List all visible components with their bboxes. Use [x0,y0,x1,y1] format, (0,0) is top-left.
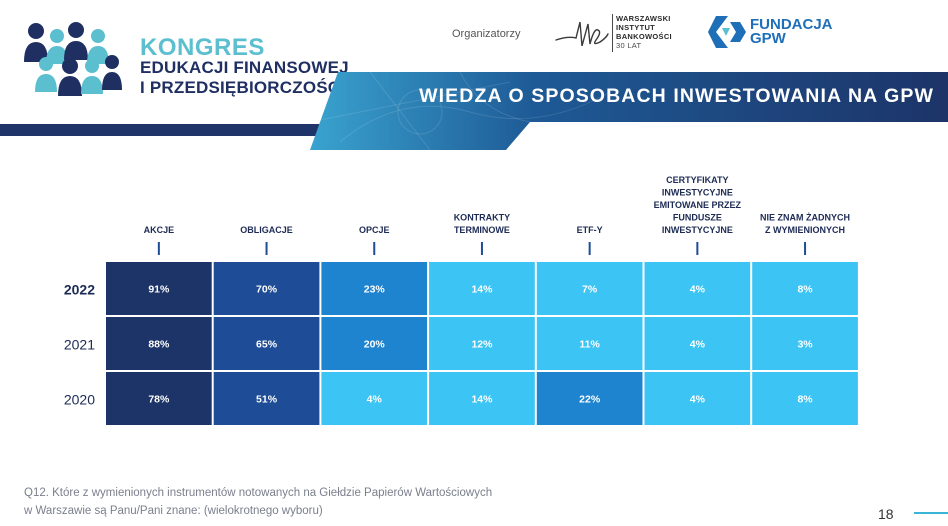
column-tick [265,242,268,255]
heatmap-cell [106,372,212,425]
wib-line: BANKOWOŚCI [616,32,672,41]
column-header: AKCJE [144,225,175,235]
column-tick [157,242,160,255]
column-header: TERMINOWE [454,225,510,235]
column-header: ETF-Y [577,225,603,235]
cell-value: 65% [256,339,278,351]
column-header: Z WYMIENIONYCH [765,225,845,235]
gpw-foundation-logo: FUNDACJA GPW [706,12,846,52]
column-header: INWESTYCYJNE [662,225,733,235]
column-header: INWESTYCYJNE [662,188,733,198]
row-label: 2020 [64,392,95,408]
cell-value: 3% [797,339,813,351]
heatmap-cell [429,372,535,425]
title-banner [310,72,948,150]
heatmap-cell [752,317,858,370]
event-title: KONGRES [140,34,265,61]
gpw-text: FUNDACJA GPW [750,16,833,47]
column-tick [696,242,699,255]
cell-value: 22% [579,394,601,406]
cell-value: 20% [364,339,386,351]
row-label: 2021 [64,337,95,353]
cell-value: 23% [364,284,386,296]
wib-line: 30 LAT [616,41,642,50]
question-line: w Warszawie są Panu/Pani znane: (wielokr… [24,505,323,517]
heatmap-cell [321,262,428,315]
cell-value: 8% [797,394,813,406]
cell-value: 14% [471,284,493,296]
cell-value: 4% [690,339,706,351]
column-header: OBLIGACJE [240,225,293,235]
gpw-line: GPW [750,30,786,47]
cell-value: 11% [579,339,600,351]
event-subtitle-line2: I PRZEDSIĘBIORCZOŚCI [140,78,346,97]
row-label: 2022 [64,282,95,298]
column-tick [373,242,376,255]
cell-value: 88% [148,339,170,351]
heatmap-cell [321,372,428,425]
cell-value: 8% [797,284,813,296]
header-band [0,124,320,136]
question-text: Q12. Które z wymienionych instrumentów n… [24,484,492,520]
gpw-line: FUNDACJA [750,16,833,33]
wib-line: INSTYTUT [616,23,656,32]
column-tick [588,242,591,255]
heatmap-cell [429,317,535,370]
heatmap-cell [213,262,320,315]
heatmap-cell [536,372,643,425]
slide-title: WIEDZA O SPOSOBACH INWESTOWANIA NA GPW [419,85,934,107]
cell-value: 78% [148,394,170,406]
cell-value: 14% [471,394,493,406]
heatmap-cell [752,372,858,425]
wib-logo: WARSZAWSKI INSTYTUT BANKOWOŚCI 30 LAT [554,12,672,54]
cell-value: 51% [256,394,278,406]
cell-value: 4% [690,284,706,296]
gpw-mark-icon [708,16,746,48]
column-header: KONTRAKTY [454,213,511,223]
column-header: OPCJE [359,225,390,235]
page-accent-line [914,512,948,514]
wib-text: WARSZAWSKI INSTYTUT BANKOWOŚCI 30 LAT [616,14,672,50]
event-subtitle-line1: EDUKACJI FINANSOWEJ [140,58,349,77]
heatmap-cell [321,317,428,370]
question-line: Q12. Które z wymienionych instrumentów n… [24,487,493,499]
cell-value: 91% [148,284,170,296]
heatmap-cell [213,372,320,425]
people-group-icon [24,22,122,96]
heatmap-cell [213,317,320,370]
column-header: CERTYFIKATY [666,175,728,185]
column-tick [480,242,483,255]
wib-divider [612,14,613,52]
signature-icon [555,21,609,47]
cell-value: 4% [367,394,383,406]
column-header: EMITOWANE PRZEZ [654,200,742,210]
column-header: FUNDUSZE [673,213,722,223]
heatmap-cell [536,317,643,370]
heatmap-cell [644,372,751,425]
heatmap-cell [106,262,212,315]
heatmap-cell [752,262,858,315]
heatmap-cell [536,262,643,315]
heatmap-cell [106,317,212,370]
congress-logo: KONGRES EDUKACJI FINANSOWEJ I PRZEDSIĘBI… [24,16,349,98]
cell-value: 70% [256,284,278,296]
cell-value: 7% [582,284,598,296]
heatmap-cell [644,317,751,370]
column-tick [804,242,807,255]
cell-value: 12% [471,339,493,351]
cell-value: 4% [690,394,706,406]
heatmap-cell [644,262,751,315]
heatmap-cell [429,262,535,315]
wib-line: WARSZAWSKI [616,14,671,23]
organizers-label: Organizatorzy [452,28,521,40]
column-header: NIE ZNAM ŻADNYCH [760,213,850,223]
page-number: 18 [878,506,894,522]
